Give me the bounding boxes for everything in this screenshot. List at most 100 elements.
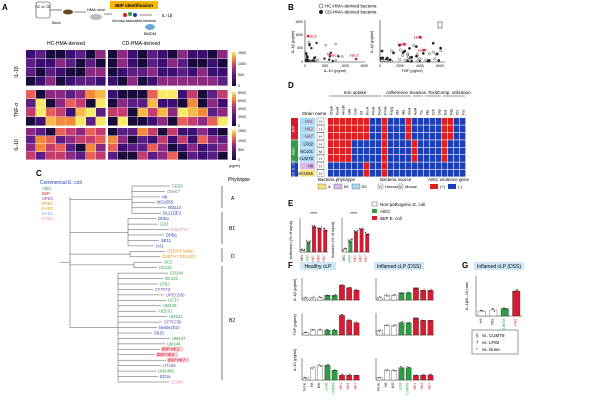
bar-label: HK2 [317, 255, 321, 262]
data-point [307, 242, 309, 244]
heatmap-cell [218, 117, 228, 126]
f-xlabel: H8 [310, 382, 314, 387]
f-data-point [392, 368, 394, 370]
d-matrix-cell [418, 162, 424, 170]
d-matrix-cell [394, 140, 400, 147]
bar-label: MG [342, 255, 346, 261]
phylo-a: A [231, 196, 235, 202]
scatter-point [314, 59, 317, 62]
d-source-cell [316, 169, 325, 177]
d-matrix-cell [460, 147, 466, 155]
strain-label: UPEC536 [166, 292, 185, 297]
f-data-point [355, 321, 357, 323]
heatmap-cell [128, 50, 138, 59]
f-data-point [421, 290, 423, 292]
g-data-point [516, 289, 519, 291]
f-bar [310, 297, 316, 301]
d-matrix-cell [382, 132, 388, 140]
d-matrix-cell [334, 162, 340, 170]
bar [300, 250, 305, 253]
heatmap-cell [66, 108, 76, 117]
f-row-il1b: IL-1β (pg/ml) [292, 278, 297, 301]
heatmap-cell [188, 117, 198, 126]
heatmap-cell [218, 90, 228, 99]
f-data-point [380, 329, 382, 331]
f-bar [391, 325, 397, 336]
d-gene-label: Afa [402, 110, 406, 115]
data-point [348, 239, 350, 241]
heatmap-cell [208, 90, 218, 99]
f-data-point [356, 322, 358, 324]
d-matrix-cell [334, 147, 340, 155]
heatmap-cell [198, 136, 208, 144]
heatmap-cell [158, 59, 168, 68]
data-point [304, 248, 306, 251]
heatmap-cell [46, 99, 56, 108]
d-gene-label: FhuA [372, 106, 376, 115]
f-data-point [423, 288, 425, 290]
heatmap-cell [76, 99, 86, 108]
bar-label: HK1 [311, 255, 315, 262]
cb1-t0: 1500 [238, 51, 246, 55]
strain-label: CD26 [172, 183, 183, 188]
heatmap-cell [66, 117, 76, 126]
heatmap-cell [188, 59, 198, 68]
scatter-point [439, 49, 443, 53]
f-bar [398, 322, 405, 336]
d-source-cell [316, 154, 325, 162]
d-source-letter: H [319, 142, 322, 146]
d-matrix-cell [346, 155, 352, 162]
heatmap-cell [26, 136, 36, 144]
d-matrix-cell [406, 147, 412, 155]
d-legend-b2: B2 [362, 184, 368, 189]
f-data-point [319, 296, 321, 298]
scatter-point [390, 49, 393, 53]
heatmap-cell [56, 136, 66, 144]
strain-label: CD3 [160, 222, 169, 227]
c-legend-item: AIEC [42, 186, 52, 191]
heatmap-cell [208, 50, 218, 59]
d-matrix-cell [364, 118, 370, 125]
bar-label: LF82 [347, 255, 351, 263]
data-point [342, 249, 344, 251]
data-point [301, 248, 303, 250]
heatmap-cell [36, 128, 46, 136]
f-data-point [325, 366, 327, 367]
d-matrix-cell [394, 162, 400, 170]
scatter-point-hk1 [328, 53, 332, 57]
heatmap-cell [86, 136, 96, 144]
heatmap-cell [178, 59, 188, 68]
heatmap-cell [178, 68, 188, 77]
heatmap-cell [208, 128, 218, 136]
f-data-point [428, 373, 430, 375]
d-strain-name: CUMT8 [299, 156, 314, 161]
d-matrix-cell [334, 125, 340, 133]
data-point [344, 247, 346, 249]
d-matrix-cell [454, 155, 460, 162]
d-strain-name: LF82 [303, 141, 313, 146]
f-data-point [422, 374, 424, 376]
d-category-label: Comp. utilization [437, 90, 471, 95]
d-matrix-cell [358, 162, 364, 170]
f-xlabel: None [377, 382, 381, 390]
scatter-outlier [437, 21, 443, 29]
heatmap-cell [128, 68, 138, 77]
f-data-point [326, 294, 328, 296]
f-bar [384, 325, 390, 336]
d-matrix-cell [388, 155, 394, 162]
heatmap-cell [158, 128, 168, 136]
d-legend-b1: B1 [344, 184, 350, 189]
f-data-point [325, 295, 327, 297]
data-point [362, 228, 364, 230]
data-point [353, 230, 355, 232]
f-bar [413, 317, 419, 336]
e-legend-np: Non-pathogenic E. coli [380, 202, 425, 207]
f-data-point [394, 370, 396, 372]
heatmap-cell [148, 136, 158, 144]
strain-label: UM146b [158, 369, 174, 374]
data-point [300, 249, 302, 251]
f-data-point [356, 290, 358, 292]
f-bar [339, 285, 345, 301]
heatmap-cell [26, 68, 36, 77]
data-point [308, 241, 310, 243]
